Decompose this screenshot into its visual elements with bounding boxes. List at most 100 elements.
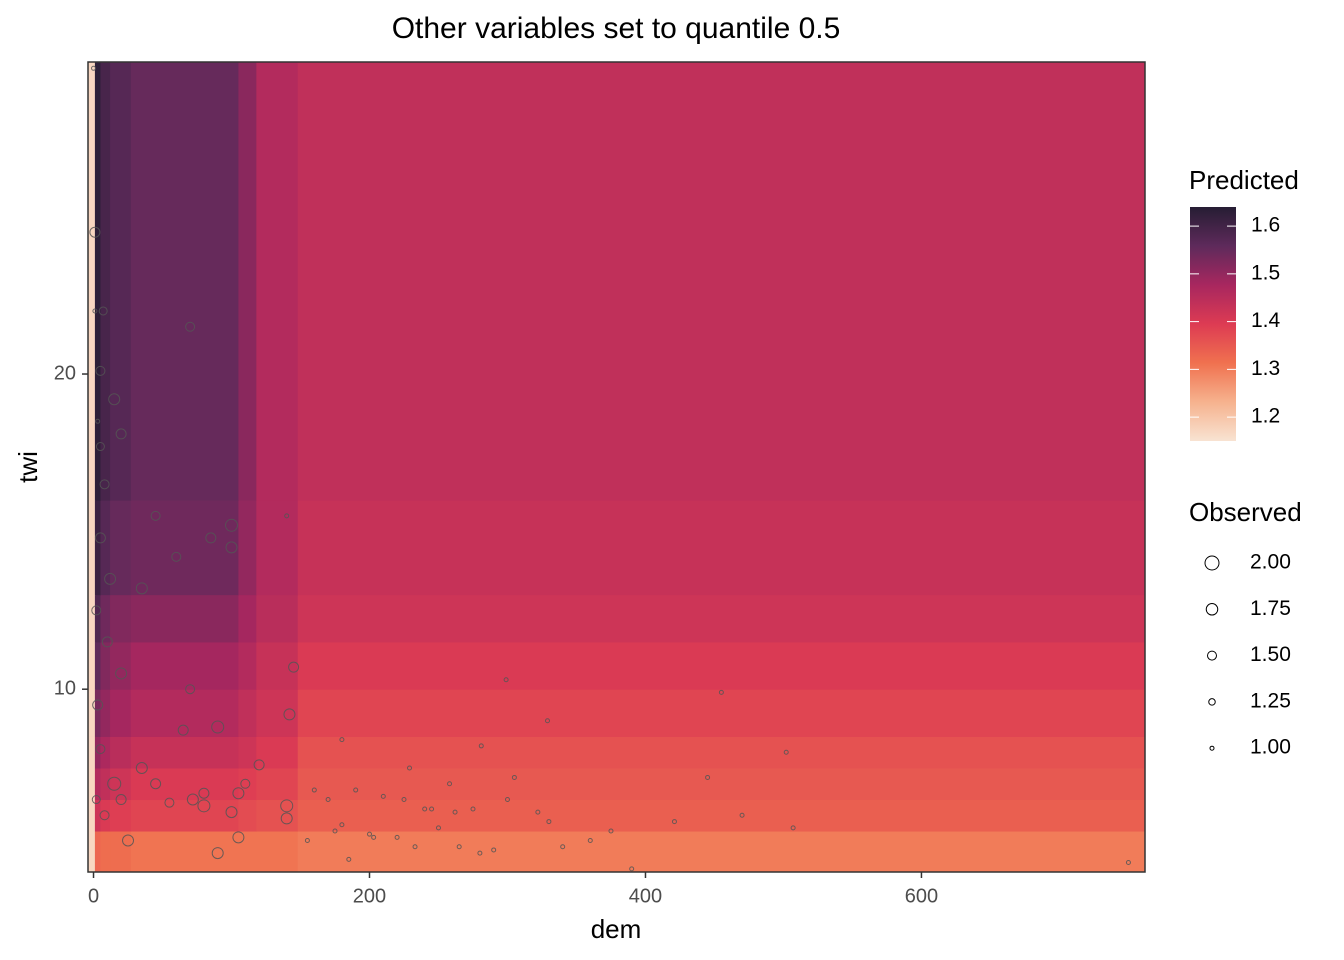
heat-tile <box>94 641 101 690</box>
observed-point <box>92 308 98 314</box>
heat-tile <box>100 500 111 596</box>
colorbar-label: 1.6 <box>1251 214 1280 237</box>
heat-tile <box>256 736 299 769</box>
observed-point <box>456 844 462 850</box>
observed-point <box>339 822 345 828</box>
heat-tile <box>110 799 132 832</box>
heat-tile <box>94 767 101 801</box>
observed-point <box>99 479 110 490</box>
heat-tile <box>297 641 1146 690</box>
heat-tile <box>88 736 96 769</box>
observed-point <box>783 749 789 755</box>
observed-point <box>177 724 189 736</box>
colorbar <box>1190 207 1236 441</box>
observed-point <box>587 837 593 843</box>
observed-point <box>705 774 711 780</box>
observed-point <box>150 778 162 790</box>
observed-point <box>435 825 441 831</box>
heat-tile <box>130 500 239 596</box>
heat-tile <box>238 594 257 643</box>
size-legend-title: Observed <box>1189 497 1302 527</box>
observed-point <box>89 226 101 238</box>
heat-tile <box>110 641 132 690</box>
observed-point <box>253 759 265 771</box>
fill-legend-title: Predicted <box>1189 165 1299 195</box>
heat-tile <box>238 736 257 769</box>
heat-tile <box>297 831 1146 873</box>
heat-tile <box>88 831 96 873</box>
heat-tile <box>100 736 111 769</box>
observed-point <box>407 765 413 771</box>
observed-point <box>401 797 407 803</box>
observed-point <box>447 781 453 787</box>
heat-tile <box>110 500 132 596</box>
observed-point <box>325 797 331 803</box>
heat-tile <box>130 736 239 769</box>
observed-point <box>185 684 196 695</box>
observed-point <box>98 306 108 316</box>
observed-point <box>366 831 372 837</box>
heat-tile <box>130 594 239 643</box>
colorbar-label: 1.5 <box>1251 261 1280 284</box>
x-tick-label: 200 <box>353 885 386 907</box>
heat-tile <box>88 500 96 596</box>
size-key <box>1208 698 1216 706</box>
observed-point <box>718 689 724 695</box>
heat-tile <box>238 500 257 596</box>
observed-point <box>185 321 196 332</box>
observed-point <box>739 812 745 818</box>
heat-tile <box>297 62 1146 501</box>
observed-point <box>95 744 106 755</box>
observed-point <box>452 809 458 815</box>
observed-point <box>503 677 509 683</box>
observed-point <box>150 510 161 521</box>
heat-tile <box>256 689 299 737</box>
observed-point <box>353 787 359 793</box>
observed-point <box>470 806 476 812</box>
colorbar-label: 1.3 <box>1251 357 1280 380</box>
heat-tile <box>110 689 132 737</box>
observed-point <box>94 532 106 544</box>
heat-tile <box>256 799 299 832</box>
observed-point <box>283 708 296 721</box>
size-label: 1.25 <box>1250 689 1291 712</box>
x-tick-label: 400 <box>629 885 662 907</box>
size-key <box>1209 745 1215 751</box>
size-key <box>1205 603 1219 616</box>
observed-point <box>535 809 541 815</box>
size-key <box>1207 650 1217 661</box>
heat-tile <box>94 62 101 501</box>
heat-tile <box>256 62 299 501</box>
observed-point <box>371 834 377 840</box>
heat-tile <box>130 689 239 737</box>
observed-point <box>412 844 418 850</box>
observed-point <box>304 837 310 843</box>
heat-tile <box>100 831 111 873</box>
heat-tile <box>297 767 1146 801</box>
observed-point <box>240 778 251 789</box>
heat-tile <box>94 831 101 873</box>
observed-point <box>422 806 428 812</box>
observed-point <box>511 774 517 780</box>
heat-tile <box>88 767 96 801</box>
observed-point <box>232 831 245 844</box>
observed-point <box>225 518 239 532</box>
observed-point <box>211 720 225 734</box>
heat-tile <box>130 62 239 501</box>
y-tick-label: 10 <box>54 677 76 699</box>
observed-point <box>671 819 677 825</box>
heat-tile <box>238 831 257 873</box>
observed-point <box>164 797 175 808</box>
observed-point <box>91 65 97 71</box>
x-tick-label: 0 <box>88 885 99 907</box>
heat-tile <box>238 767 257 801</box>
size-label: 1.00 <box>1250 736 1291 759</box>
observed-point <box>101 636 113 648</box>
size-label: 1.50 <box>1250 643 1291 666</box>
observed-point <box>1125 860 1131 866</box>
heat-tile <box>110 594 132 643</box>
x-tick-label: 600 <box>905 885 938 907</box>
observed-point <box>135 582 148 595</box>
observed-point <box>629 866 635 872</box>
